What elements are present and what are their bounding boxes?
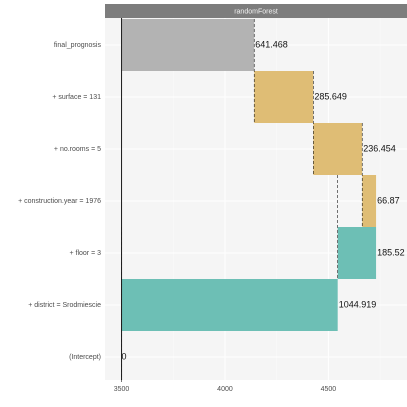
labels: 641.468 final_prognosis 285.649 + surface =… bbox=[18, 39, 404, 361]
category-label-1: + surface = 131 bbox=[52, 94, 101, 101]
category-label-6: (Intercept) bbox=[69, 354, 101, 361]
value-label-1: 285.649 bbox=[314, 91, 347, 101]
value-label-6: 0 bbox=[122, 351, 127, 361]
bar-1 bbox=[254, 71, 314, 123]
value-label-0: 641.468 bbox=[255, 39, 288, 49]
category-label-4: + floor = 3 bbox=[69, 250, 101, 257]
bar-3 bbox=[362, 175, 377, 227]
strip-title: randomForest bbox=[234, 8, 278, 15]
bar-4 bbox=[337, 227, 377, 279]
bars bbox=[121, 19, 377, 331]
facet-strip: randomForest bbox=[105, 4, 407, 18]
value-label-5: 1044.919 bbox=[339, 299, 377, 309]
bar-5 bbox=[121, 279, 338, 331]
strip-background bbox=[105, 4, 407, 18]
value-label-2: 236.454 bbox=[363, 143, 396, 153]
value-label-3: 66.87 bbox=[377, 195, 400, 205]
bar-2 bbox=[313, 123, 363, 175]
x-axis: 3500 4000 4500 bbox=[114, 386, 337, 393]
connectors bbox=[121, 18, 363, 383]
value-label-4: 185.52 bbox=[377, 247, 405, 257]
x-tick-label-1: 4000 bbox=[217, 386, 233, 393]
category-label-5: + district = Srodmiescie bbox=[28, 302, 101, 309]
x-tick-label-0: 3500 bbox=[114, 386, 130, 393]
category-label-2: + no.rooms = 5 bbox=[54, 146, 101, 153]
category-label-0: final_prognosis bbox=[54, 42, 102, 49]
category-label-3: + construction.year = 1976 bbox=[18, 198, 101, 205]
bar-0 bbox=[121, 19, 255, 71]
x-tick-label-2: 4500 bbox=[321, 386, 337, 393]
